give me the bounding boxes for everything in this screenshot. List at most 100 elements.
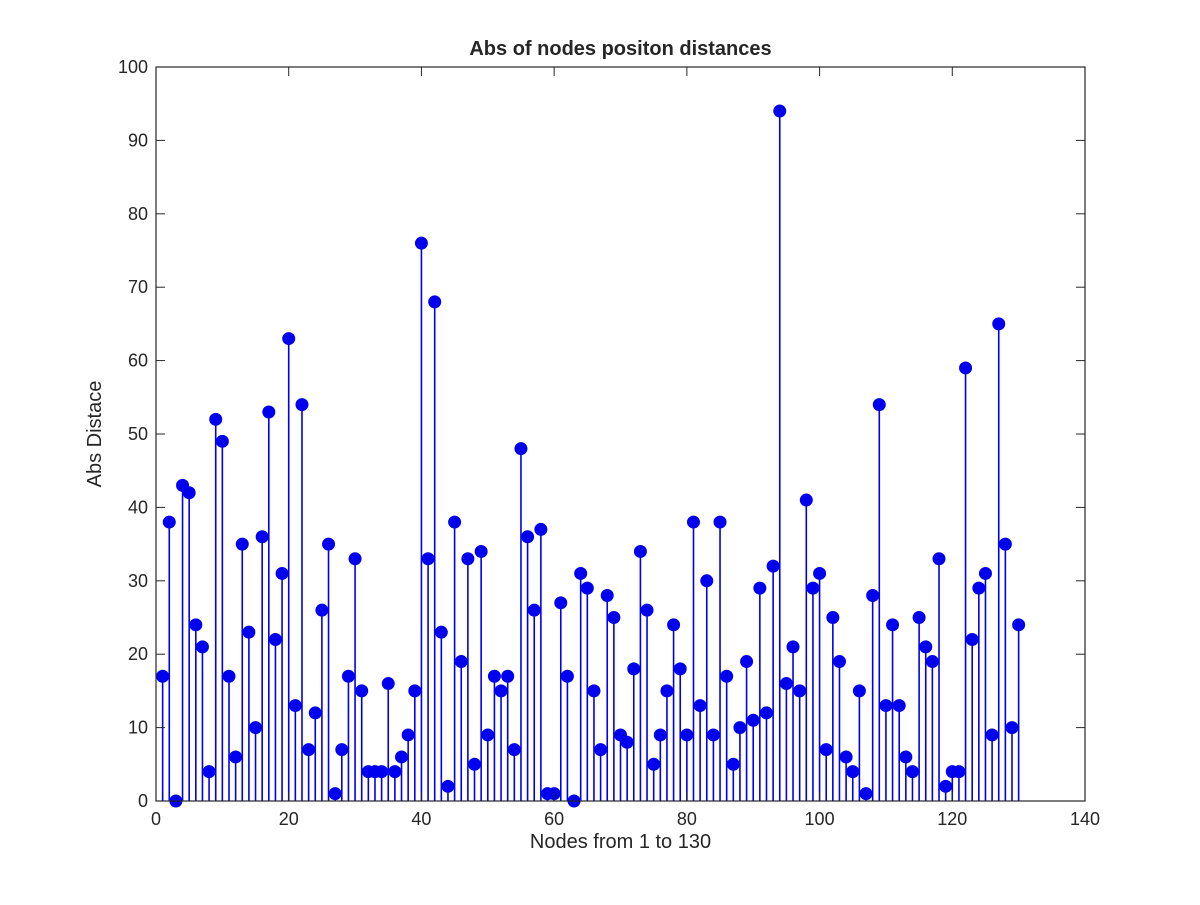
stem-marker (514, 442, 528, 456)
stem-marker (932, 552, 946, 566)
stem-marker (753, 581, 767, 595)
x-tick-label: 120 (937, 809, 967, 829)
stem-marker (355, 684, 369, 698)
stem-marker (421, 552, 435, 566)
stem-marker (448, 515, 462, 529)
stem-marker (919, 640, 933, 654)
stem-marker (667, 618, 681, 632)
x-axis-label: Nodes from 1 to 130 (530, 831, 711, 853)
stem-marker (395, 750, 409, 764)
y-tick-label: 60 (128, 351, 148, 371)
stem-marker (640, 603, 654, 617)
axes-box (155, 66, 1086, 802)
stem-marker (156, 669, 170, 683)
stem-marker (952, 765, 966, 779)
stem-marker (209, 412, 223, 426)
stem-marker (282, 332, 296, 346)
y-axis-ticks: 0 10 20 30 40 50 60 70 80 90 100 (118, 57, 1085, 811)
y-tick-label: 50 (128, 424, 148, 444)
stem-marker (839, 750, 853, 764)
stem-marker (766, 559, 780, 573)
stem-marker (215, 434, 229, 448)
stem-marker (660, 684, 674, 698)
stem-marker (162, 515, 176, 529)
stem-marker (726, 757, 740, 771)
stem-marker (740, 655, 754, 669)
x-tick-label: 80 (677, 809, 697, 829)
stem-marker (501, 669, 515, 683)
stem-marker (242, 625, 256, 639)
stem-marker (249, 721, 263, 735)
stem-marker (388, 765, 402, 779)
stem-marker (275, 566, 289, 580)
stem-marker (647, 757, 661, 771)
stem-marker (560, 669, 574, 683)
x-axis-ticks: 0 20 40 60 80 100 120 140 (151, 67, 1100, 829)
stem-marker (859, 787, 873, 801)
y-tick-label: 0 (138, 791, 148, 811)
stem-marker (892, 699, 906, 713)
stem-marker (925, 655, 939, 669)
stem-marker (222, 669, 236, 683)
stem-marker (693, 699, 707, 713)
stem-marker (832, 655, 846, 669)
stem-marker (912, 611, 926, 624)
stem-marker (328, 787, 342, 801)
stem-marker (759, 706, 773, 720)
y-tick-label: 80 (128, 204, 148, 224)
stem-marker (554, 596, 568, 610)
stem-marker (322, 537, 336, 551)
y-tick-label: 100 (118, 57, 148, 77)
stem-marker (574, 566, 588, 580)
stem-marker (793, 684, 807, 698)
stem-marker (494, 684, 508, 698)
stem-marker (315, 603, 329, 617)
stem-marker (700, 574, 714, 588)
stem-marker (866, 588, 880, 602)
stem-marker (846, 765, 860, 779)
stem-marker (852, 684, 866, 698)
stem-marker (182, 486, 196, 500)
stem-marker (1012, 618, 1026, 632)
stem-marker (972, 581, 986, 595)
stem-marker (673, 662, 687, 676)
stem-marker (939, 779, 953, 793)
stem-marker (468, 757, 482, 771)
stem-marker (487, 669, 501, 683)
stem-marker (335, 743, 349, 757)
stem-marker (985, 728, 999, 742)
stem-marker (633, 544, 647, 558)
stem-marker (786, 640, 800, 654)
x-tick-label: 60 (544, 809, 564, 829)
stem-marker (348, 552, 362, 566)
stem-marker (607, 611, 621, 624)
stem-marker (594, 743, 608, 757)
stem-marker (813, 566, 827, 580)
stem-marker (680, 728, 694, 742)
stem-marker (1005, 721, 1019, 735)
markers-layer (156, 104, 1026, 808)
stem-marker (189, 618, 203, 632)
y-axis-label: Abs Distace (84, 381, 106, 488)
stem-marker (302, 743, 316, 757)
stem-marker (461, 552, 475, 566)
stem-marker (414, 236, 428, 250)
stem-marker (686, 515, 700, 529)
stem-marker (799, 493, 813, 507)
stems-layer (161, 111, 1020, 801)
stem-marker (341, 669, 355, 683)
stem-marker (879, 699, 893, 713)
stem-marker (375, 765, 389, 779)
stem-marker (195, 640, 209, 654)
y-tick-label: 20 (128, 644, 148, 664)
stem-marker (308, 706, 322, 720)
stem-marker (255, 530, 269, 544)
stem-marker (713, 515, 727, 529)
stem-marker (295, 398, 309, 412)
stem-marker (381, 677, 395, 691)
stem-marker (620, 735, 634, 749)
stem-marker (826, 611, 840, 624)
chart-title: Abs of nodes positon distances (469, 38, 771, 60)
